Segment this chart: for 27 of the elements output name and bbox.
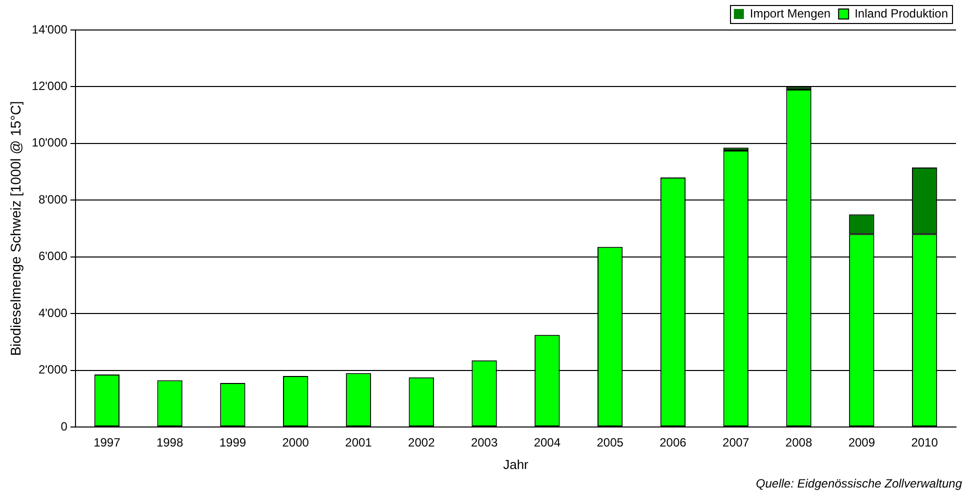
legend-label: Import Mengen: [750, 6, 831, 20]
x-tick-label: 1999: [219, 436, 246, 450]
y-tick-label: 4'000: [38, 306, 68, 320]
y-axis-title: Biodieselmenge Schweiz [1000l @ 15°C]: [7, 101, 24, 356]
x-tick-label: 2002: [408, 436, 436, 450]
y-tick-label: 12'000: [32, 79, 68, 94]
y-tick-label: 14'000: [32, 22, 68, 36]
x-tick-label: 1997: [94, 436, 121, 450]
x-tick-label: 2010: [911, 436, 938, 450]
legend-label: Inland Produktion: [854, 6, 948, 20]
y-tick-label: 2'000: [38, 362, 68, 377]
y-tick-label: 10'000: [32, 136, 68, 150]
x-tick-label: 2008: [785, 436, 812, 450]
y-tick-label: 8'000: [38, 192, 68, 206]
source-note: Quelle: Eidgenössische Zollverwaltung: [756, 476, 962, 490]
x-tick-label: 2000: [282, 436, 310, 450]
x-tick-label: 2001: [345, 436, 372, 450]
y-tick-label: 0: [60, 419, 68, 434]
x-tick-label: 2007: [722, 436, 750, 450]
y-tick-label: 6'000: [38, 249, 68, 264]
x-axis-title: Jahr: [503, 456, 530, 472]
x-tick-label: 2003: [470, 436, 498, 450]
x-tick-label: 2004: [534, 436, 561, 450]
x-tick-label: 2005: [596, 436, 624, 450]
x-tick-label: 2009: [848, 436, 876, 450]
x-tick-label: 2006: [660, 436, 687, 450]
x-tick-label: 1998: [156, 436, 184, 450]
